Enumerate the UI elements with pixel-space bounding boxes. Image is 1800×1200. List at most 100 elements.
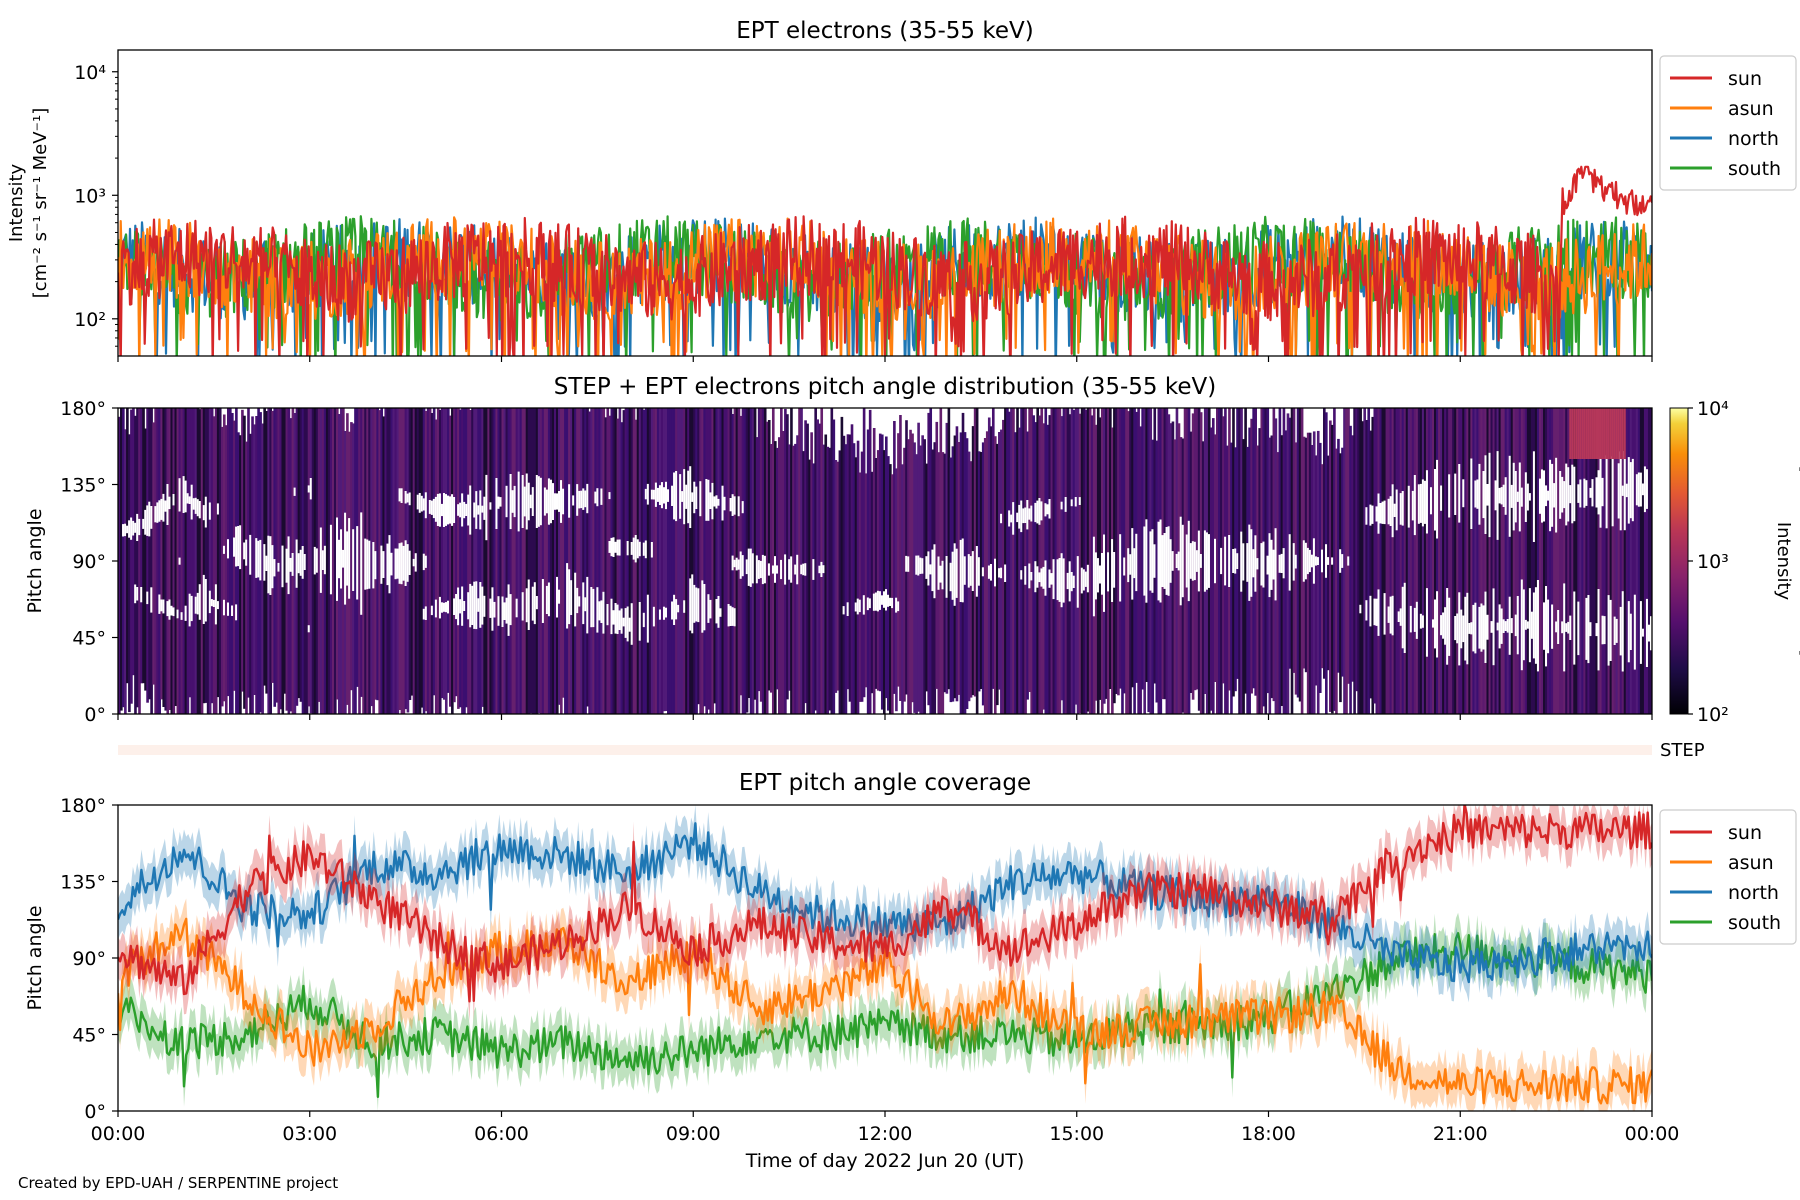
heatmap-gap [233, 537, 236, 557]
heatmap-column [239, 435, 242, 714]
heatmap-column [1484, 408, 1488, 714]
heatmap-gap [771, 565, 775, 574]
heatmap-column [1395, 408, 1399, 714]
heatmap-gap [424, 555, 428, 568]
heatmap-column [1478, 408, 1482, 714]
heatmap-gap [138, 518, 141, 536]
heatmap-column [1316, 430, 1320, 714]
heatmap-gap [497, 596, 501, 626]
heatmap-column [556, 408, 559, 714]
heatmap-column [1004, 408, 1007, 714]
heatmap-gap [1470, 622, 1473, 635]
heatmap-gap [576, 587, 579, 614]
heatmap-gap [136, 587, 139, 601]
series-south-pitch [118, 932, 1652, 1099]
heatmap-gap [731, 494, 735, 516]
panel2-ytick-label: 90° [72, 551, 106, 573]
heatmap-column [572, 408, 575, 714]
heatmap-gap [1619, 451, 1623, 531]
heatmap-gap [277, 562, 281, 572]
heatmap-gap [1444, 607, 1447, 645]
xtick-label: 00:00 [91, 1123, 146, 1145]
heatmap-column [1195, 408, 1199, 690]
heatmap-column [1090, 415, 1094, 714]
heatmap-gap [1458, 464, 1461, 523]
heatmap-gap [527, 482, 531, 521]
heatmap-gap [509, 474, 513, 530]
heatmap-column [1454, 408, 1457, 714]
heatmap-gap [1312, 538, 1316, 584]
heatmap-gap [1512, 462, 1516, 531]
heatmap-column [176, 408, 180, 714]
heatmap-column [1436, 408, 1439, 714]
heatmap-gap [1060, 501, 1064, 510]
colorbar-label-line: [cm⁻² s⁻¹ sr⁻¹ MeV⁻¹] [1797, 466, 1800, 657]
heatmap-gap [1645, 598, 1649, 667]
heatmap-gap [1429, 487, 1433, 515]
heatmap-column [241, 409, 244, 692]
heatmap-gap [1024, 566, 1027, 585]
heatmap-gap [374, 551, 377, 580]
series-north-pitch [118, 822, 1652, 984]
heatmap-gap [969, 556, 973, 586]
heatmap-column [630, 408, 634, 714]
heatmap-gap [1522, 589, 1526, 661]
heatmap-column [1522, 408, 1526, 714]
heatmap-gap [1163, 533, 1167, 589]
heatmap-gap [1086, 564, 1090, 593]
heatmap-gap [511, 490, 515, 513]
heatmap-gap [303, 554, 307, 570]
heatmap-gap [1175, 553, 1179, 568]
heatmap-gap [642, 542, 646, 556]
heatmap-gap [432, 498, 436, 519]
xtick-label: 06:00 [474, 1123, 529, 1145]
heatmap-gap [1506, 619, 1510, 633]
heatmap-gap [1123, 557, 1126, 576]
heatmap-gap [162, 493, 166, 522]
heatmap-column [901, 464, 904, 714]
heatmap-column [1399, 408, 1403, 714]
heatmap-gap [1131, 528, 1134, 600]
heatmap-gap [1044, 560, 1048, 596]
heatmap-column [1323, 408, 1326, 679]
heatmap-gap [556, 576, 559, 618]
heatmap-gap [616, 539, 620, 556]
heatmap-gap [1111, 539, 1114, 602]
heatmap-gap [776, 565, 779, 574]
heatmap-high-intensity [1595, 408, 1599, 459]
heatmap-gap [1456, 613, 1459, 644]
heatmap-gap [1502, 484, 1506, 507]
heatmap-column [126, 408, 129, 684]
heatmap-column [1123, 408, 1126, 694]
heatmap-gap [428, 500, 432, 514]
heatmap-gap [440, 602, 444, 613]
heatmap-gap [1262, 541, 1266, 588]
heatmap-gap [872, 593, 876, 611]
heatmap-column [1379, 408, 1383, 714]
heatmap-gap [1498, 604, 1502, 649]
heatmap-gap [951, 551, 955, 600]
heatmap-gap [267, 535, 270, 594]
heatmap-gap [1577, 601, 1580, 656]
heatmap-gap [188, 593, 192, 627]
heatmap-column [1553, 408, 1556, 714]
heatmap-high-intensity [1603, 408, 1607, 459]
panel1-ylabel: Intensity [cm⁻² s⁻¹ sr⁻¹ MeV⁻¹] [6, 108, 51, 299]
heatmap-column [1258, 428, 1262, 714]
legend3-box [1659, 809, 1797, 945]
heatmap-column [1002, 419, 1005, 714]
heatmap-gap [307, 485, 311, 493]
heatmap-gap [998, 568, 1001, 578]
heatmap-gap [164, 500, 168, 512]
heatmap-column [1429, 408, 1433, 714]
heatmap-column [638, 408, 642, 714]
heatmap-column [889, 464, 892, 714]
heatmap-column [1216, 408, 1219, 714]
heatmap-gap [1623, 451, 1627, 531]
heatmap-gap [731, 555, 735, 571]
heatmap-gap [1191, 541, 1195, 581]
heatmap-high-intensity [1593, 408, 1597, 459]
heatmap-high-intensity [1589, 408, 1593, 459]
colorbar-label-line: Intensity [1773, 522, 1794, 601]
heatmap-column [715, 408, 719, 714]
